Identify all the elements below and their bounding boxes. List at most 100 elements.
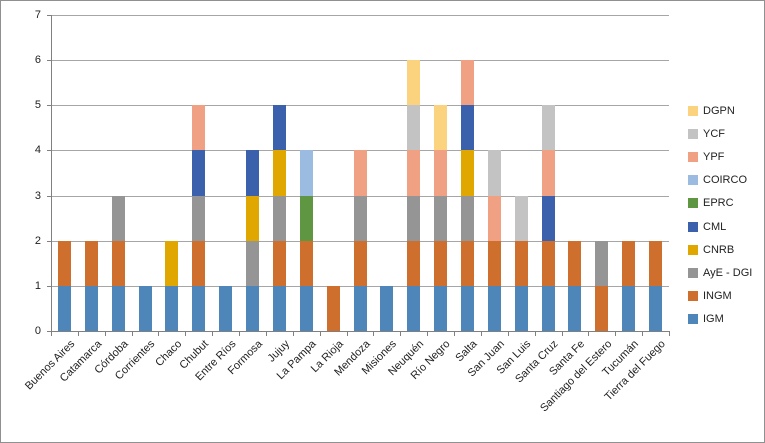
bar-mendoza: [353, 150, 367, 331]
bar-segment-igm: [57, 285, 71, 331]
x-tick: [427, 331, 429, 336]
bar-segment-ycf: [487, 150, 501, 196]
bar-santa-cruz: [541, 105, 555, 331]
bar-segment-ingm: [57, 240, 71, 286]
legend-label: IGM: [703, 313, 724, 326]
bar-san-juan: [487, 150, 501, 331]
x-tick: [51, 331, 52, 336]
bar-buenos-aires: [57, 240, 71, 331]
bar-segment-eprc: [299, 195, 313, 241]
legend-item-aye-dgi: AyE - DGI: [688, 261, 752, 284]
gridline: [51, 15, 669, 16]
bar-segment-igm: [407, 285, 421, 331]
bar-segment-aye-dgi: [460, 195, 474, 241]
bar-segment-aye-dgi: [595, 240, 609, 286]
x-tick: [373, 331, 375, 336]
bar-segment-ingm: [568, 240, 582, 286]
bar-segment-igm: [622, 285, 636, 331]
legend-item-coirco: COIRCO: [688, 169, 752, 192]
x-tick: [507, 331, 509, 336]
y-tick-label: 1: [34, 279, 41, 292]
bar-segment-ingm: [353, 240, 367, 286]
bar-segment-igm: [380, 285, 394, 331]
legend-swatch-ycf: [688, 128, 698, 139]
bar-segment-coirco: [299, 150, 313, 196]
x-tick: [104, 331, 106, 336]
bar-segment-ingm: [622, 240, 636, 286]
legend-swatch-ypf: [688, 151, 698, 162]
y-tick: [47, 60, 51, 62]
bar-segment-cnrb: [246, 195, 260, 241]
x-tick: [185, 331, 187, 336]
bar-segment-ypf: [541, 150, 555, 196]
legend-label: DGPN: [703, 104, 735, 117]
bar-segment-cnrb: [165, 240, 179, 286]
bar-corrientes: [138, 285, 152, 331]
bar-segment-igm: [299, 285, 313, 331]
x-tick: [588, 331, 590, 336]
bar-cordoba: [111, 195, 125, 331]
x-tick: [265, 331, 267, 336]
bar-segment-cml: [460, 105, 474, 151]
bar-segment-ypf: [487, 195, 501, 241]
bar-segment-ycf: [541, 105, 555, 151]
legend-label: AyE - DGI: [703, 266, 753, 279]
y-tick-label: 6: [34, 54, 41, 67]
bar-rio-negro: [434, 105, 448, 331]
bar-segment-igm: [434, 285, 448, 331]
bar-chubut: [192, 105, 206, 331]
bar-segment-igm: [541, 285, 555, 331]
legend-item-ypf: YPF: [688, 145, 752, 168]
legend-label: EPRC: [703, 197, 734, 210]
x-tick: [615, 331, 617, 336]
legend-label: CNRB: [703, 243, 735, 256]
y-tick: [47, 15, 51, 16]
bar-segment-igm: [246, 285, 260, 331]
gridline: [51, 60, 669, 62]
x-tick: [400, 331, 402, 336]
bar-segment-aye-dgi: [272, 195, 286, 241]
bar-segment-ingm: [649, 240, 663, 286]
bar-segment-ingm: [84, 240, 98, 286]
legend-swatch-dgpn: [688, 105, 698, 116]
legend-label: YCF: [703, 127, 725, 140]
bar-salta: [460, 60, 474, 331]
bar-segment-igm: [568, 285, 582, 331]
bar-formosa: [246, 150, 260, 331]
bar-segment-cml: [246, 150, 260, 196]
bar-segment-aye-dgi: [246, 240, 260, 286]
bar-segment-ingm: [541, 240, 555, 286]
bar-segment-ycf: [514, 195, 528, 241]
y-tick-label: 7: [34, 9, 41, 21]
x-tick: [158, 331, 160, 336]
legend-item-cml: CML: [688, 215, 752, 238]
x-tick: [292, 331, 294, 336]
bar-segment-igm: [219, 285, 233, 331]
bar-catamarca: [84, 240, 98, 331]
bar-segment-ingm: [111, 240, 125, 286]
bar-la-pampa: [299, 150, 313, 331]
bar-misiones: [380, 285, 394, 331]
x-tick: [131, 331, 133, 336]
bar-segment-ingm: [514, 240, 528, 286]
bar-tierra-del-fuego: [649, 240, 663, 331]
y-tick-label: 2: [34, 234, 41, 247]
bar-santa-fe: [568, 240, 582, 331]
bar-segment-igm: [649, 285, 663, 331]
bar-segment-igm: [272, 285, 286, 331]
bar-segment-ypf: [460, 60, 474, 106]
bar-segment-aye-dgi: [434, 195, 448, 241]
bar-segment-aye-dgi: [407, 195, 421, 241]
y-tick-label: 3: [34, 189, 41, 202]
bar-segment-cnrb: [460, 150, 474, 196]
bar-segment-ypf: [434, 150, 448, 196]
bar-san-luis: [514, 195, 528, 331]
legend-swatch-aye-dgi: [688, 267, 698, 278]
x-tick: [534, 331, 536, 336]
y-tick-label: 5: [34, 99, 41, 112]
bar-segment-ingm: [434, 240, 448, 286]
y-tick: [47, 331, 51, 332]
bar-segment-ingm: [460, 240, 474, 286]
bar-segment-aye-dgi: [192, 195, 206, 241]
x-tick: [454, 331, 456, 336]
